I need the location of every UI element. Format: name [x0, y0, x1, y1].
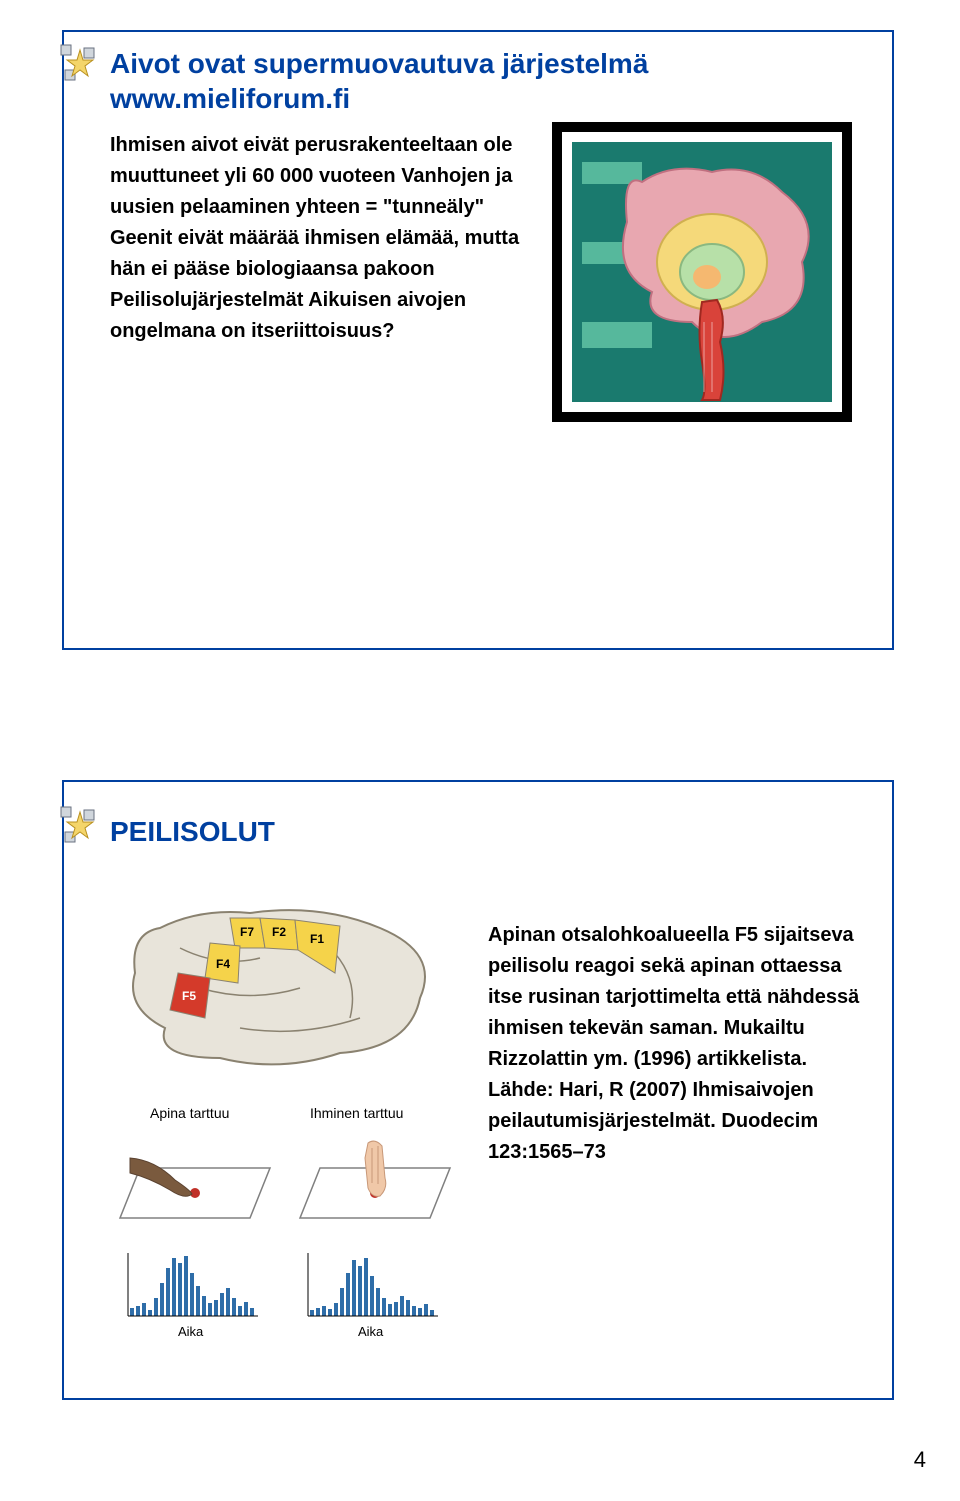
slide1-title: Aivot ovat supermuovautuva järjestelmä w… — [110, 46, 648, 116]
slide2-title: PEILISOLUT — [110, 814, 275, 849]
slide1-title-line2: www.mieliforum.fi — [110, 83, 350, 114]
mirror-neuron-figure: F7 F2 F1 F4 F5 Apina tarttuu Ihminen tar… — [100, 888, 470, 1358]
axis-aika-left: Aika — [178, 1324, 204, 1339]
spike-histogram-left — [128, 1253, 258, 1316]
slide-2: PEILISOLUT Apinan otsalohkoalueella F5 s… — [62, 780, 894, 1400]
axis-aika-right: Aika — [358, 1324, 384, 1339]
caption-ihminen: Ihminen tarttuu — [310, 1105, 403, 1121]
label-f7: F7 — [240, 925, 254, 939]
brain-cutaway-figure — [552, 122, 852, 422]
slide1-title-line1: Aivot ovat supermuovautuva järjestelmä — [110, 48, 648, 79]
slide2-body: Apinan otsalohkoalueella F5 sijaitseva p… — [488, 920, 868, 1168]
human-reach-panel — [300, 1141, 450, 1218]
slide-1: Aivot ovat supermuovautuva järjestelmä w… — [62, 30, 894, 650]
caption-apina: Apina tarttuu — [150, 1105, 229, 1121]
label-f1: F1 — [310, 932, 324, 946]
bullet-star-icon — [56, 40, 104, 88]
bullet-star-icon — [56, 802, 104, 850]
label-f2: F2 — [272, 925, 286, 939]
page-number: 4 — [914, 1447, 926, 1473]
slide1-body: Ihmisen aivot eivät perusrakenteeltaan o… — [110, 130, 530, 347]
label-f4: F4 — [216, 957, 230, 971]
spike-histogram-right — [308, 1253, 438, 1316]
label-f5: F5 — [182, 989, 196, 1003]
monkey-reach-panel — [120, 1158, 270, 1218]
